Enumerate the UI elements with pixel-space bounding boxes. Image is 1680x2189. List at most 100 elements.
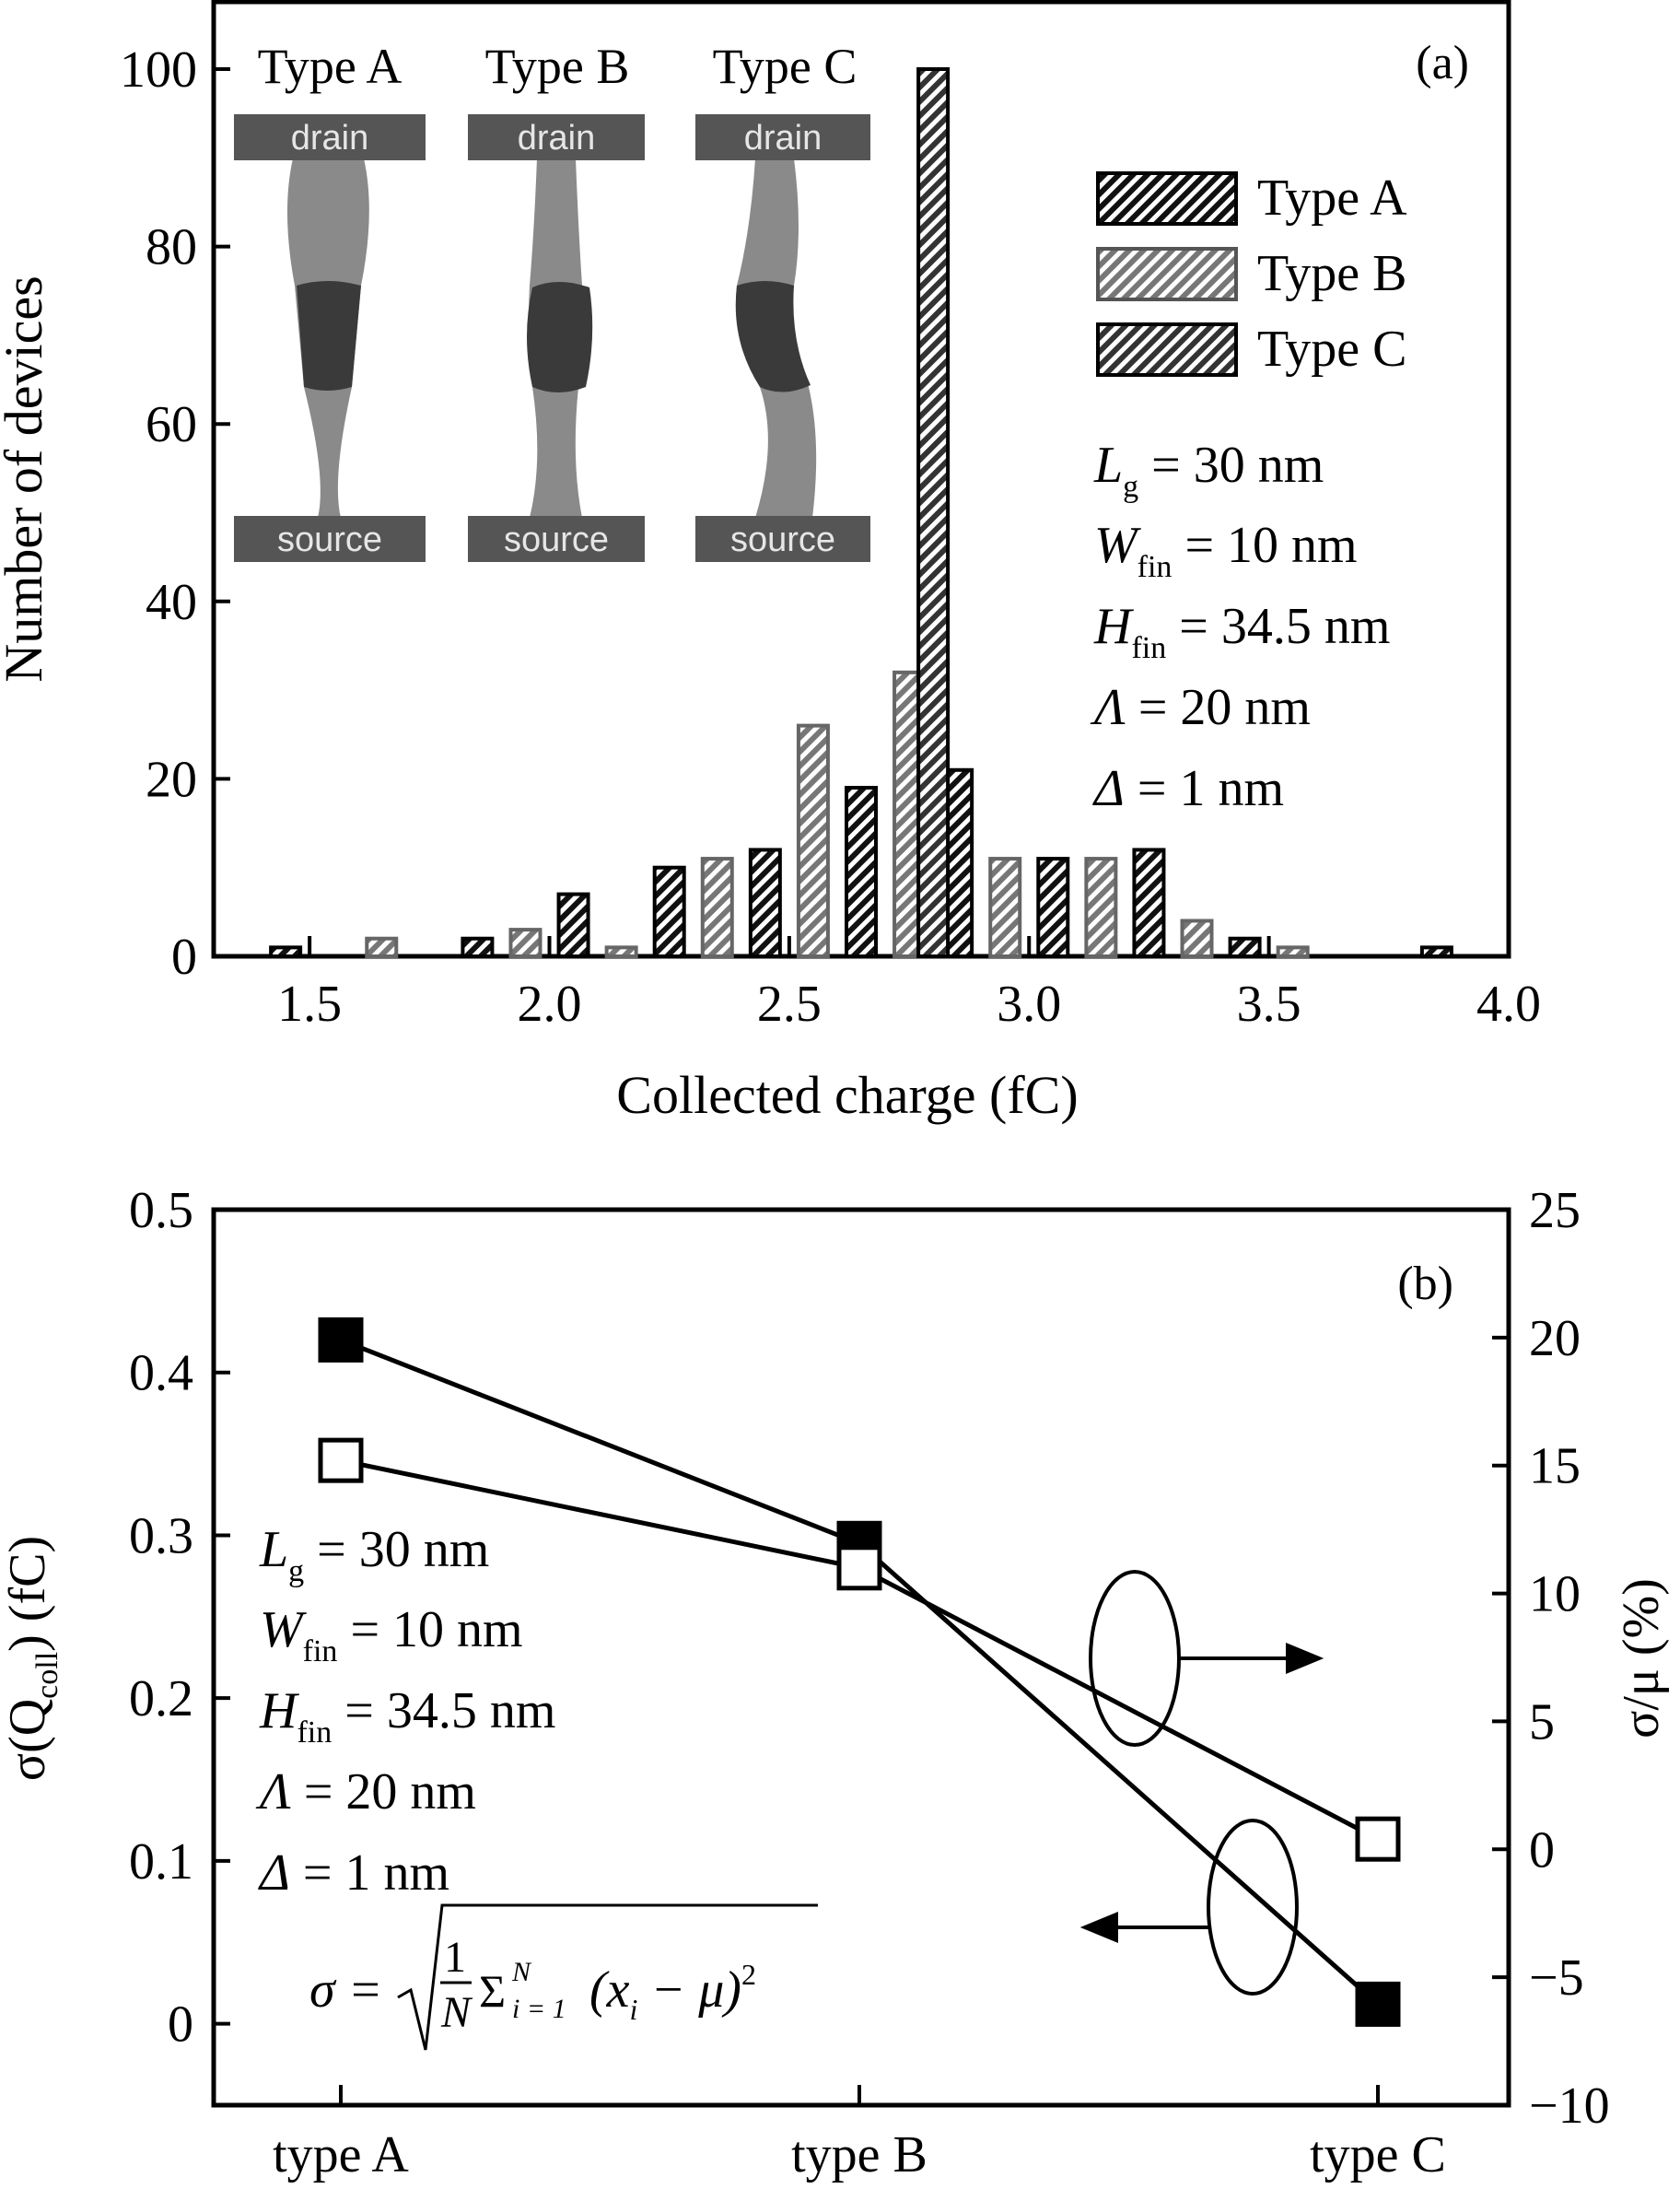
formula-lhs: σ = <box>309 1961 382 2019</box>
bar-type-c <box>916 67 951 958</box>
formula-body: (xi − μ)2 <box>589 1958 756 2026</box>
bar-type-b <box>700 857 734 959</box>
formula-numerator: 1 <box>444 1933 466 1982</box>
fin-type-c: drain source <box>695 114 870 562</box>
right-y-tick-label: 0 <box>1529 1821 1555 1879</box>
fin-type-b-source <box>468 516 645 562</box>
panel-b-left-y-ticks: 0 0.1 0.2 0.3 0.4 0.5 <box>129 1182 230 2054</box>
left-y-tick-label: 0.3 <box>129 1507 193 1564</box>
param-b-delta: Δ = 1 nm <box>258 1844 449 1902</box>
param-b-wfin: Wfin = 10 nm <box>260 1601 523 1668</box>
left-axis-arrow-head <box>1079 1912 1118 1943</box>
right-y-tick-label: 15 <box>1529 1438 1581 1495</box>
legend-swatch-type-a <box>1096 171 1238 226</box>
marker-filled-square <box>1355 1981 1401 2027</box>
panel-a-x-axis-label: Collected charge (fC) <box>616 1065 1078 1125</box>
bar-type-b <box>1276 945 1310 958</box>
fin-type-a: drain source <box>234 114 426 562</box>
x-tick-label: type B <box>791 2126 928 2183</box>
marker-open-square <box>836 1545 882 1591</box>
bar-type-b <box>988 857 1022 959</box>
right-axis-arrow-head <box>1286 1643 1324 1674</box>
left-y-tick-label: 0.5 <box>129 1182 193 1239</box>
panel-b: (b) 0 0.1 0.2 0.3 0.4 0.5 −10 −5 0 5 10 15 20 25 typ… <box>0 1182 1670 2183</box>
legend-swatch-type-c <box>1096 322 1238 377</box>
legend-label-type-c: Type C <box>1257 321 1407 378</box>
marker-filled-square <box>318 1317 364 1363</box>
right-y-tick-label: −10 <box>1529 2078 1610 2135</box>
formula-sum: Σ <box>479 1965 506 2017</box>
param-b-lg: Lg = 30 nm <box>259 1521 489 1588</box>
y-tick-label: 100 <box>120 41 197 99</box>
param-delta: Δ = 1 nm <box>1092 760 1284 817</box>
right-y-tick-label: 25 <box>1529 1182 1581 1239</box>
legend-label-type-b: Type B <box>1257 245 1407 302</box>
right-y-tick-label: 10 <box>1529 1566 1581 1623</box>
inset-title-type-b: Type B <box>485 39 630 94</box>
x-tick-label: 3.5 <box>1237 976 1301 1033</box>
fin-type-b: drain source <box>468 114 645 562</box>
panel-a-params: Lg = 30 nm Wfin = 10 nm Hfin = 34.5 nm Λ… <box>1090 437 1390 817</box>
fin-type-b-source-label: source <box>504 521 609 559</box>
y-tick-label: 40 <box>146 574 197 631</box>
bar-type-a <box>1228 936 1262 958</box>
fin-type-a-source-label: source <box>277 521 382 559</box>
formula-sum-upper: N <box>511 1957 532 1987</box>
fin-type-a-drain <box>234 114 426 160</box>
formula-denominator: N <box>440 1988 473 2037</box>
param-lambda: Λ = 20 nm <box>1090 679 1311 736</box>
panel-b-axis-indicators <box>1079 1570 1324 1996</box>
legend-label-type-a: Type A <box>1257 170 1407 227</box>
marker-open-square <box>318 1437 364 1483</box>
left-y-tick-label: 0.2 <box>129 1670 193 1727</box>
fin-type-c-drain <box>695 114 870 160</box>
x-tick-label: type C <box>1310 2126 1446 2183</box>
y-tick-label: 80 <box>146 219 197 276</box>
panel-b-label: (b) <box>1397 1258 1453 1310</box>
panel-b-params: Lg = 30 nm Wfin = 10 nm Hfin = 34.5 nm Λ… <box>255 1521 555 1902</box>
formula-radical <box>397 1903 818 2051</box>
left-y-tick-label: 0.1 <box>129 1833 193 1890</box>
right-axis-ellipse <box>1089 1570 1181 1747</box>
fin-type-a-drain-label: drain <box>291 119 369 158</box>
fin-type-c-source <box>695 516 870 562</box>
param-b-hfin: Hfin = 34.5 nm <box>259 1682 555 1750</box>
fin-inset: Type A Type B Type C drain source drain … <box>234 39 870 562</box>
x-tick-label: 2.0 <box>518 976 582 1033</box>
panel-b-right-y-axis-label: σ/μ (%) <box>1613 1578 1670 1738</box>
x-tick-label: 3.0 <box>997 976 1061 1033</box>
bar-type-a <box>269 945 303 958</box>
fin-type-a-gate <box>297 281 361 391</box>
panel-b-series <box>318 1317 1401 2027</box>
fin-type-b-gate <box>527 282 593 392</box>
y-tick-label: 60 <box>146 396 197 453</box>
bar-type-b <box>604 945 638 958</box>
legend-swatch-type-b <box>1096 247 1238 301</box>
left-y-tick-label: 0.4 <box>129 1345 193 1402</box>
formula-sum-lower: i = 1 <box>512 1994 566 2024</box>
bar-type-b <box>1084 857 1118 959</box>
bar-type-b <box>365 936 399 958</box>
fin-type-a-source <box>234 516 426 562</box>
bar-type-a <box>748 848 782 958</box>
panel-a-y-axis-label: Number of devices <box>0 275 53 682</box>
panel-b-right-y-ticks: −10 −5 0 5 10 15 20 25 <box>1492 1182 1610 2135</box>
marker-open-square <box>1355 1816 1401 1862</box>
bar-type-a <box>652 865 686 959</box>
x-tick-label: 4.0 <box>1476 976 1541 1033</box>
right-y-tick-label: 5 <box>1529 1693 1555 1750</box>
bar-type-a <box>461 936 495 958</box>
panel-a-x-ticks: 1.5 2.0 2.5 3.0 3.5 4.0 <box>277 936 1541 1033</box>
bar-type-b <box>1180 919 1214 958</box>
inset-title-type-a: Type A <box>258 39 402 94</box>
x-tick-label: 1.5 <box>277 976 342 1033</box>
std-dev-formula: σ = 1 N Σ N i = 1 (xi − μ)2 <box>309 1903 818 2051</box>
fin-type-c-drain-label: drain <box>744 119 822 158</box>
panel-a-bars <box>269 67 1453 959</box>
bar-type-a <box>1419 945 1453 958</box>
param-lg: Lg = 30 nm <box>1093 437 1324 504</box>
bar-type-b <box>796 723 830 958</box>
panel-a-label: (a) <box>1416 37 1469 89</box>
bar-type-b <box>508 928 542 958</box>
fin-type-b-drain <box>468 114 645 160</box>
